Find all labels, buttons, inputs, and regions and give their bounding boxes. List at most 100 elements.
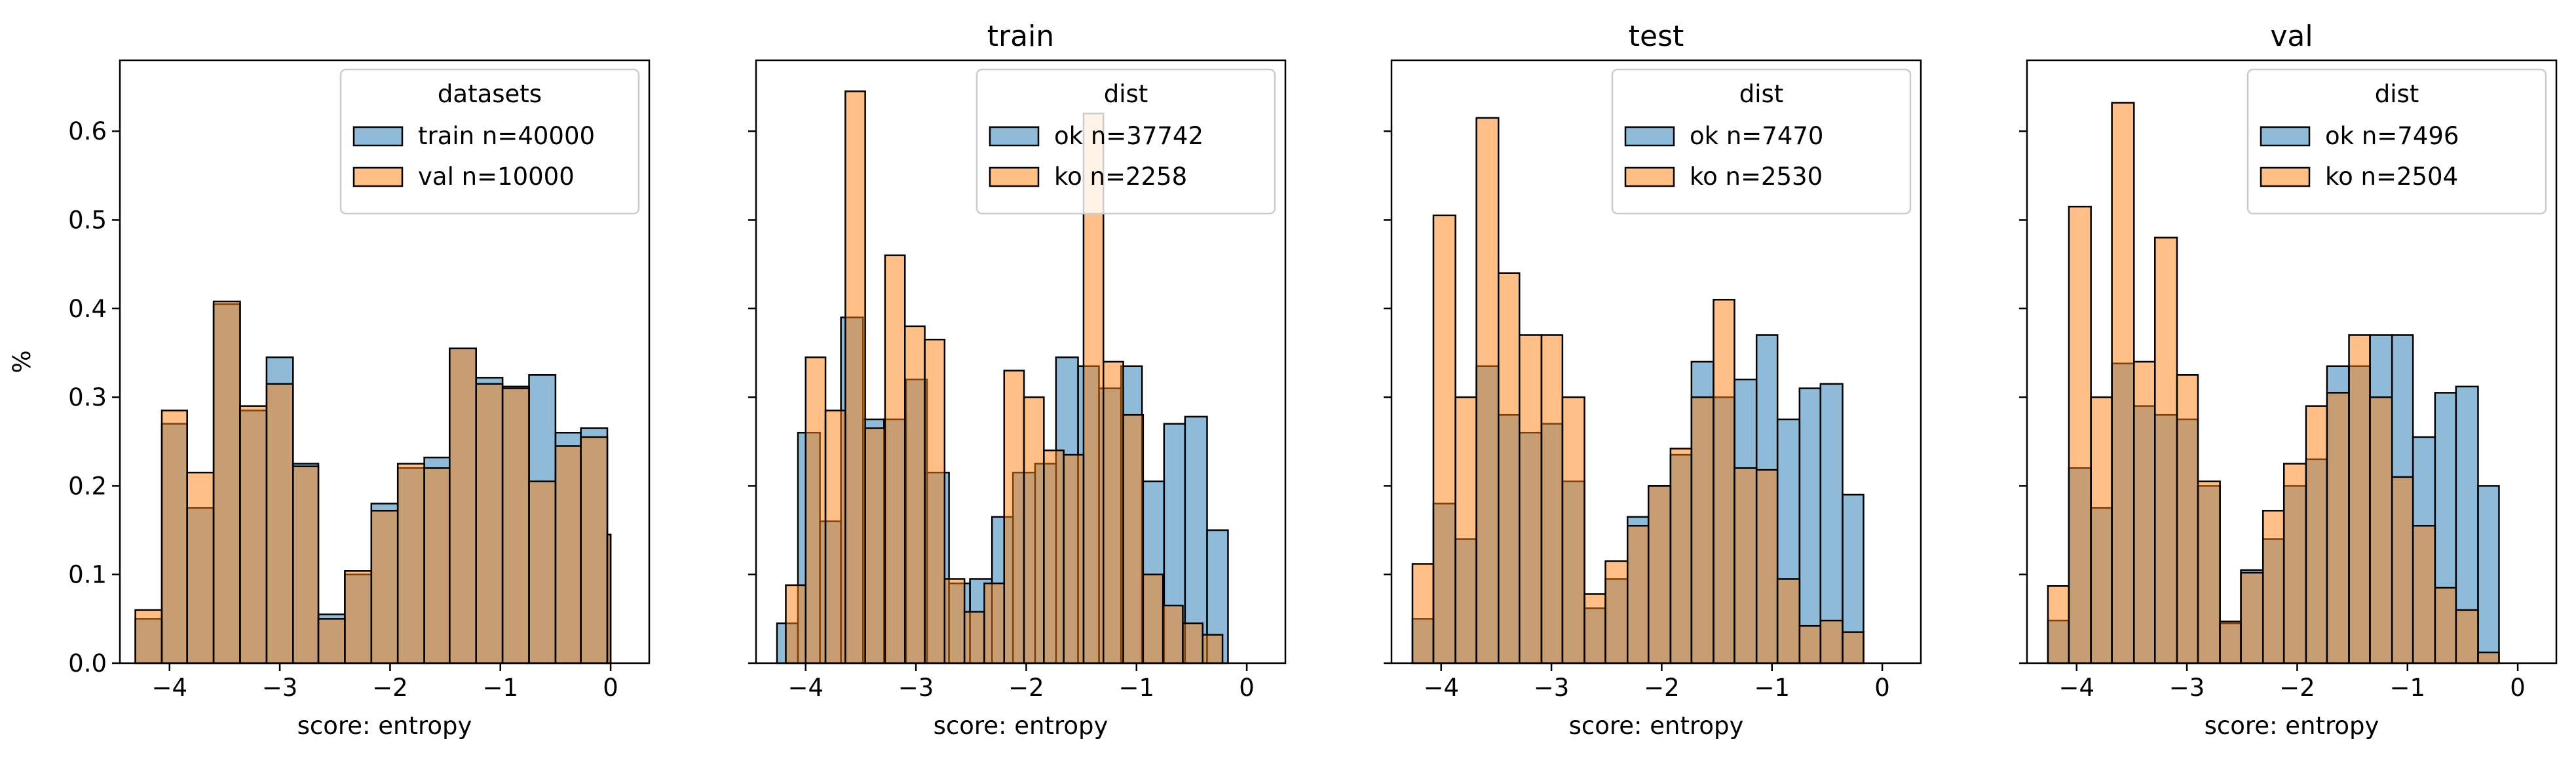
legend-entry: ko n=2258 [1054, 163, 1187, 191]
y-tick-label: 0.5 [68, 206, 107, 235]
bar-series_b-17 [1122, 413, 1145, 664]
bar-series_b-0 [2047, 585, 2070, 664]
bar-series_b-7 [2197, 480, 2221, 664]
bar-series_b-16 [554, 445, 582, 664]
bar-series_b-20 [1182, 622, 1203, 664]
legend-entry: ok n=37742 [1054, 122, 1203, 150]
bar-series_b-12 [2305, 405, 2328, 664]
bar-series_b-8 [344, 570, 373, 664]
legend-entry: ko n=2530 [1690, 163, 1823, 191]
bar-series_b-10 [396, 463, 425, 664]
bar-series_b-18 [606, 533, 612, 664]
bar-series_b-15 [2369, 396, 2393, 664]
bar-series_b-4 [239, 405, 268, 664]
x-tick-label: −3 [2169, 674, 2205, 702]
bar-series_b-13 [2326, 392, 2350, 664]
x-axis-label: score: entropy [934, 712, 1108, 740]
bar-series_b-9 [2240, 571, 2264, 664]
axes-frame [1390, 59, 1922, 664]
bar-series_b-16 [1755, 469, 1779, 664]
legend-box [339, 68, 640, 215]
axes-frame [755, 59, 1287, 664]
bar-series_b-12 [1669, 448, 1693, 664]
chart-panel-3: −4 −3 −2 −1 0 score: entropy test dist ok n=7470… [1384, 20, 1922, 740]
x-tick-label: −3 [262, 674, 298, 702]
bar-series_b-14 [1713, 299, 1735, 664]
bar-series_b-12 [1023, 396, 1045, 664]
bar-series_b-4 [2133, 360, 2156, 664]
bar-series_b-4 [1498, 272, 1521, 664]
x-axis-label: score: entropy [2205, 712, 2379, 740]
chart-panel-4: −4 −3 −2 −1 0 score: entropy val dist ok n=7496 k… [2019, 20, 2558, 740]
axes-frame [2026, 59, 2558, 664]
bar-series_b-5 [884, 254, 906, 664]
bar-series_b-6 [2176, 374, 2199, 664]
legend-swatch [352, 126, 404, 147]
x-tick-label: −2 [1008, 674, 1044, 702]
bar-series_b-16 [2391, 476, 2414, 664]
x-tick-label: −4 [151, 674, 187, 702]
bar-series_b-10 [2262, 510, 2285, 664]
bar-series_b-7 [1561, 396, 1585, 664]
bar-series_b-19 [2455, 609, 2479, 664]
bar-series_b-11 [1003, 370, 1025, 664]
x-tick-label: −4 [1423, 674, 1459, 702]
bar-series_b-13 [1690, 396, 1714, 664]
legend-title: dist [2375, 80, 2419, 108]
legend-entry: ko n=2504 [2325, 163, 2458, 191]
bar-series_b-8 [1583, 593, 1606, 664]
chart-title: val [2270, 20, 2313, 53]
x-tick-label: 0 [1239, 674, 1255, 702]
legend-swatch [352, 166, 404, 187]
chart-title: test [1629, 20, 1684, 53]
bar-series_b-14 [2348, 334, 2371, 664]
bar-series_b-2 [2090, 396, 2113, 664]
bar-series_b-2 [186, 471, 215, 664]
bar-series_b-3 [844, 90, 866, 664]
chart-title: train [987, 20, 1054, 53]
x-tick-label: −4 [787, 674, 824, 702]
bar-series_b-1 [1432, 214, 1456, 664]
x-tick-label: −1 [1118, 674, 1154, 702]
bar-series_b-21 [1202, 634, 1224, 664]
x-tick-label: −2 [372, 674, 408, 702]
bar-series_b-2 [824, 410, 846, 664]
bar-series_b-10 [1626, 525, 1650, 664]
x-tick-label: −3 [898, 674, 934, 702]
bar-series_b-18 [2434, 586, 2457, 664]
legend-entry: val n=10000 [418, 163, 575, 191]
bar-series_b-4 [864, 427, 886, 664]
axes-frame [119, 59, 651, 664]
legend-entry: train n=40000 [418, 122, 595, 150]
legend-box [2246, 68, 2547, 215]
x-tick-label: 0 [603, 674, 618, 702]
bar-series_b-1 [161, 410, 188, 664]
x-tick-label: −2 [2279, 674, 2315, 702]
bar-series_b-9 [370, 510, 399, 664]
bar-series_b-3 [1475, 117, 1500, 664]
bar-series_b-7 [924, 338, 946, 664]
x-tick-label: 0 [2510, 674, 2526, 702]
bar-series_b-15 [1733, 467, 1758, 664]
bar-series_a-18 [1798, 387, 1822, 664]
bar-series_b-9 [963, 611, 985, 664]
bar-series_b-6 [1540, 334, 1564, 664]
legend-swatch [1624, 166, 1675, 187]
bar-series_b-3 [212, 300, 241, 664]
bar-series_b-11 [423, 467, 451, 664]
bar-series_b-19 [1819, 619, 1844, 664]
bar-series_b-13 [475, 383, 504, 664]
y-tick-label: 0.0 [68, 649, 107, 678]
x-tick-label: −1 [2389, 674, 2425, 702]
bar-series_a-20 [2477, 485, 2500, 664]
bar-series_b-19 [1162, 604, 1184, 664]
x-tick-label: −1 [482, 674, 518, 702]
legend-box [1611, 68, 1912, 215]
legend-swatch [989, 166, 1040, 187]
legend-title: dist [1739, 80, 1784, 108]
legend-swatch [989, 126, 1040, 147]
x-axis-label: score: entropy [297, 712, 472, 740]
bar-series_b-2 [1454, 396, 1477, 664]
legend: datasets train n=40000 val n=10000 [339, 68, 640, 215]
